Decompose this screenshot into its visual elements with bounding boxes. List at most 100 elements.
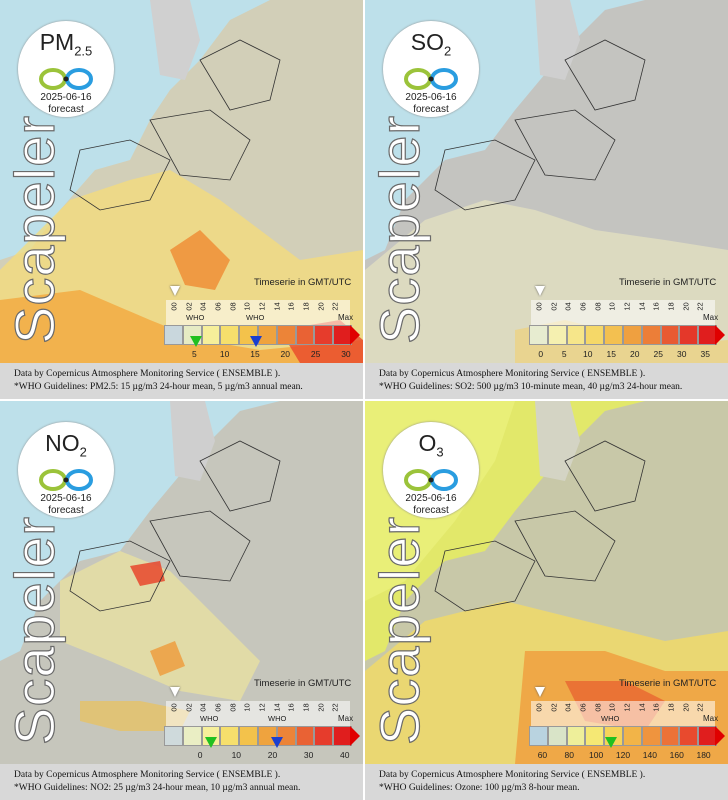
scale-label: 35: [700, 349, 710, 359]
hour-tick-label: 12: [622, 703, 632, 712]
who-arrow-icon: [605, 737, 617, 748]
hour-tick-label: 08: [228, 703, 238, 712]
forecast-date: 2025-06-16: [40, 492, 92, 504]
hour-tick-label: 16: [652, 302, 661, 311]
scale-cell: [566, 325, 586, 345]
hour-tick-label: 04: [564, 302, 573, 311]
hour-tick-label: 18: [666, 302, 676, 311]
scale-label: 60: [537, 750, 548, 760]
pollutant-badge: SO2 2025-06-16 forecast: [383, 21, 479, 117]
max-arrow-icon: [715, 325, 725, 345]
max-arrow-icon: [350, 325, 360, 345]
scale-label: 10: [219, 349, 230, 359]
scale-label: 15: [250, 349, 260, 359]
so2-panel: SO2 2025-06-16 forecast Scapeler Timeser…: [365, 0, 728, 399]
forecast-label: forecast: [48, 103, 84, 115]
scale-label: 120: [615, 750, 631, 760]
scale-cell: [529, 325, 548, 345]
max-label: Max: [338, 313, 354, 322]
hour-tick-label: 16: [287, 302, 296, 311]
hour-tick-label: 08: [593, 302, 603, 311]
hour-tick-label: 12: [257, 302, 267, 311]
scale-cell: [660, 726, 680, 746]
pollutant-title: O3: [418, 430, 444, 460]
hour-tick-label: 04: [199, 302, 208, 311]
scale-label: 25: [310, 349, 321, 359]
caption-who: *WHO Guidelines: Ozone: 100 µg/m3 8-hour…: [379, 783, 580, 793]
o3-panel: O3 2025-06-16 forecast Scapeler Timeseri…: [365, 401, 728, 800]
hour-tick-label: 00: [534, 703, 544, 712]
hour-tick-label: 22: [696, 703, 705, 712]
scale-label: 20: [630, 349, 640, 359]
scale-cell: [585, 726, 605, 746]
hour-tick-label: 02: [549, 703, 559, 712]
current-hour-marker-icon: [535, 687, 545, 697]
pollutant-title: NO2: [45, 430, 87, 460]
scale-label: 160: [669, 750, 684, 760]
scale-cell: [679, 325, 699, 345]
forecast-label: forecast: [413, 504, 449, 516]
copernicus-logo-icon: [404, 468, 458, 491]
hour-tick-label: 20: [681, 703, 691, 712]
who-label-1: WHO: [186, 313, 205, 322]
caption-source: Data by Copernicus Atmosphere Monitoring…: [14, 770, 281, 780]
max-label: Max: [703, 714, 719, 723]
hour-tick-label: 20: [316, 302, 326, 311]
current-hour-marker-icon: [170, 286, 180, 296]
caption: Data by Copernicus Atmosphere Monitoring…: [365, 363, 728, 399]
hour-tick-label: 18: [666, 703, 676, 712]
caption-source: Data by Copernicus Atmosphere Monitoring…: [379, 369, 646, 379]
hour-tick-label: 04: [564, 703, 573, 712]
caption-source: Data by Copernicus Atmosphere Monitoring…: [379, 770, 646, 780]
scale-label: 180: [696, 750, 711, 760]
scale-labels: 0 10 20 30 40: [164, 750, 352, 762]
hour-tick-label: 10: [243, 302, 252, 311]
scale-cell: [182, 726, 202, 746]
scale-label: 30: [677, 349, 687, 359]
scale-label: 10: [583, 349, 593, 359]
hour-tick-label: 14: [637, 703, 647, 712]
hour-tick-label: 10: [243, 703, 252, 712]
color-scale: [164, 726, 360, 746]
who-label-1: WHO: [601, 714, 620, 723]
hour-ticks: 00 02 04 06 08 10 12 14 16 18 20 22: [166, 701, 350, 727]
hour-tick-label: 06: [578, 703, 588, 712]
hour-tick-label: 22: [696, 302, 705, 311]
who-label-1: WHO: [200, 714, 219, 723]
scale-cell: [314, 325, 334, 345]
hour-tick-label: 00: [169, 703, 179, 712]
scale-label: 5: [191, 349, 197, 359]
scale-label: 25: [653, 349, 663, 359]
scale-cell: [641, 325, 661, 345]
timeserie-label: Timeserie in GMT/UTC: [619, 678, 717, 689]
scale-cell: [622, 726, 642, 746]
who-label-2: WHO: [268, 714, 287, 723]
hour-tick-label: 04: [199, 703, 208, 712]
pollutant-title: SO2: [410, 29, 452, 59]
max-arrow-icon: [715, 726, 725, 746]
scapeler-watermark: Scapeler: [2, 114, 66, 344]
forecast-date: 2025-06-16: [40, 91, 92, 103]
caption-who: *WHO Guidelines: PM2.5: 15 µg/m3 24-hour…: [14, 382, 303, 392]
scapeler-watermark: Scapeler: [367, 114, 431, 344]
who-annual-arrow-icon: [205, 737, 217, 748]
hour-tick-label: 10: [608, 703, 617, 712]
scale-cell: [566, 726, 586, 746]
hour-tick-label: 00: [169, 302, 179, 311]
scale-label: 5: [561, 349, 567, 359]
hour-tick-label: 22: [331, 703, 340, 712]
max-label: Max: [338, 714, 354, 723]
pollutant-title: PM2.5: [39, 29, 93, 59]
scale-labels: 0 5 10 15 20 25 30 35: [529, 349, 717, 361]
scale-cell: [220, 726, 240, 746]
scale-label: 20: [280, 349, 291, 359]
hour-tick-label: 14: [272, 302, 282, 311]
scale-cell: [164, 325, 183, 345]
scale-cell: [660, 325, 680, 345]
current-hour-marker-icon: [170, 687, 180, 697]
scale-label: 40: [340, 750, 350, 760]
timeserie-label: Timeserie in GMT/UTC: [619, 277, 717, 288]
hour-tick-label: 18: [301, 703, 311, 712]
caption-who: *WHO Guidelines: SO2: 500 µg/m3 10-minut…: [379, 382, 683, 392]
scale-label: 15: [606, 349, 616, 359]
